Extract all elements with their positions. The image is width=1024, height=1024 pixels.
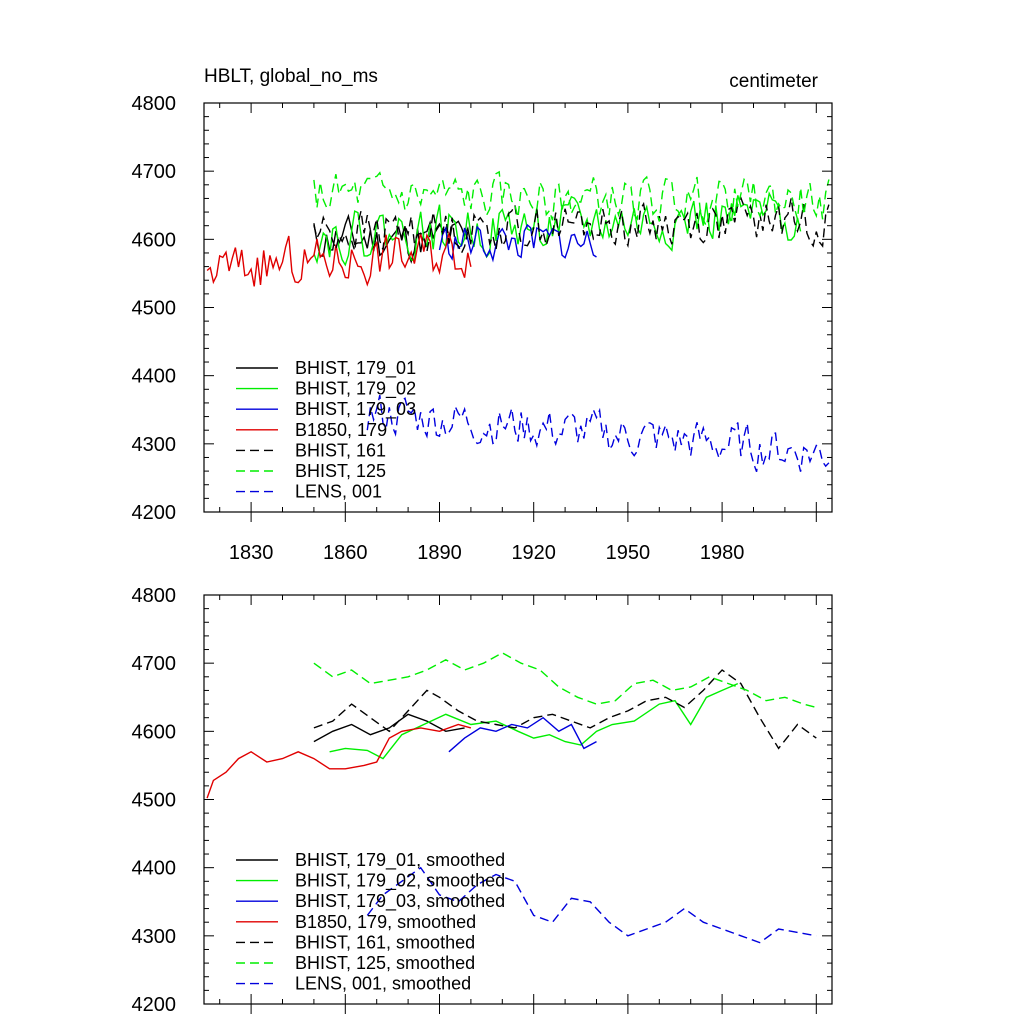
series-line-4	[206, 231, 472, 287]
y-tick-label: 4300	[132, 926, 177, 948]
legend-label: BHIST, 179_02, smoothed	[295, 871, 505, 892]
legend-label: LENS, 001, smoothed	[295, 974, 471, 994]
y-tick-label: 4600	[132, 721, 177, 743]
series-line-1	[313, 713, 465, 743]
legend-label: BHIST, 179_03	[295, 399, 416, 420]
series-line-3	[438, 223, 597, 263]
y-tick-label: 4700	[132, 653, 177, 675]
y-tick-label: 4700	[132, 161, 177, 183]
series-line-2	[329, 682, 739, 760]
legend-label: BHIST, 125, smoothed	[295, 953, 475, 973]
y-tick-label: 4400	[132, 366, 177, 388]
y-tick-label: 4800	[132, 585, 177, 607]
legend-label: B1850, 179, smoothed	[295, 912, 476, 932]
chart-title: HBLT, global_no_ms	[204, 66, 378, 87]
y-tick-label: 4200	[132, 502, 177, 524]
y-tick-label: 4600	[132, 229, 177, 251]
legend-label: B1850, 179	[295, 420, 387, 440]
y-tick-label: 4200	[132, 994, 177, 1016]
series-line-4	[206, 723, 472, 799]
legend-label: LENS, 001	[295, 482, 382, 502]
legend-label: BHIST, 161	[295, 440, 386, 460]
series-group	[206, 652, 817, 944]
y-tick-label: 4500	[132, 790, 177, 812]
x-tick-label: 1950	[606, 542, 651, 564]
y-tick-label: 4800	[132, 93, 177, 115]
units-label: centimeter	[729, 71, 818, 92]
bottom-line-chart: 4200 4300 4400 4500 4600 4700 4800 BHIST, 179_0…	[132, 585, 833, 1016]
y-tick-label: 4300	[132, 434, 177, 456]
series-line-6	[313, 652, 817, 709]
series-line-6	[313, 170, 830, 228]
series-line-7	[366, 394, 830, 473]
legend-label: BHIST, 125	[295, 461, 386, 481]
legend-label: BHIST, 179_01	[295, 358, 416, 379]
y-tick-label: 4500	[132, 298, 177, 320]
x-tick-label: 1980	[700, 542, 745, 564]
x-tick-label: 1920	[511, 542, 556, 564]
y-tick-label: 4400	[132, 858, 177, 880]
legend-label: BHIST, 161, smoothed	[295, 932, 475, 952]
series-line-7	[366, 866, 817, 944]
x-tick-label: 1860	[323, 542, 368, 564]
x-tick-label: 1830	[229, 542, 274, 564]
series-line-5	[313, 669, 817, 750]
legend-label: BHIST, 179_03, smoothed	[295, 891, 505, 912]
series-line-3	[448, 716, 597, 753]
legend-label: BHIST, 179_02	[295, 379, 416, 400]
legend-label: BHIST, 179_01, smoothed	[295, 850, 505, 871]
series-line-5	[313, 196, 830, 255]
x-tick-label: 1890	[417, 542, 462, 564]
top-line-chart: HBLT, global_no_ms centimeter 4200 4300 44…	[132, 66, 833, 564]
series-group	[206, 170, 830, 473]
